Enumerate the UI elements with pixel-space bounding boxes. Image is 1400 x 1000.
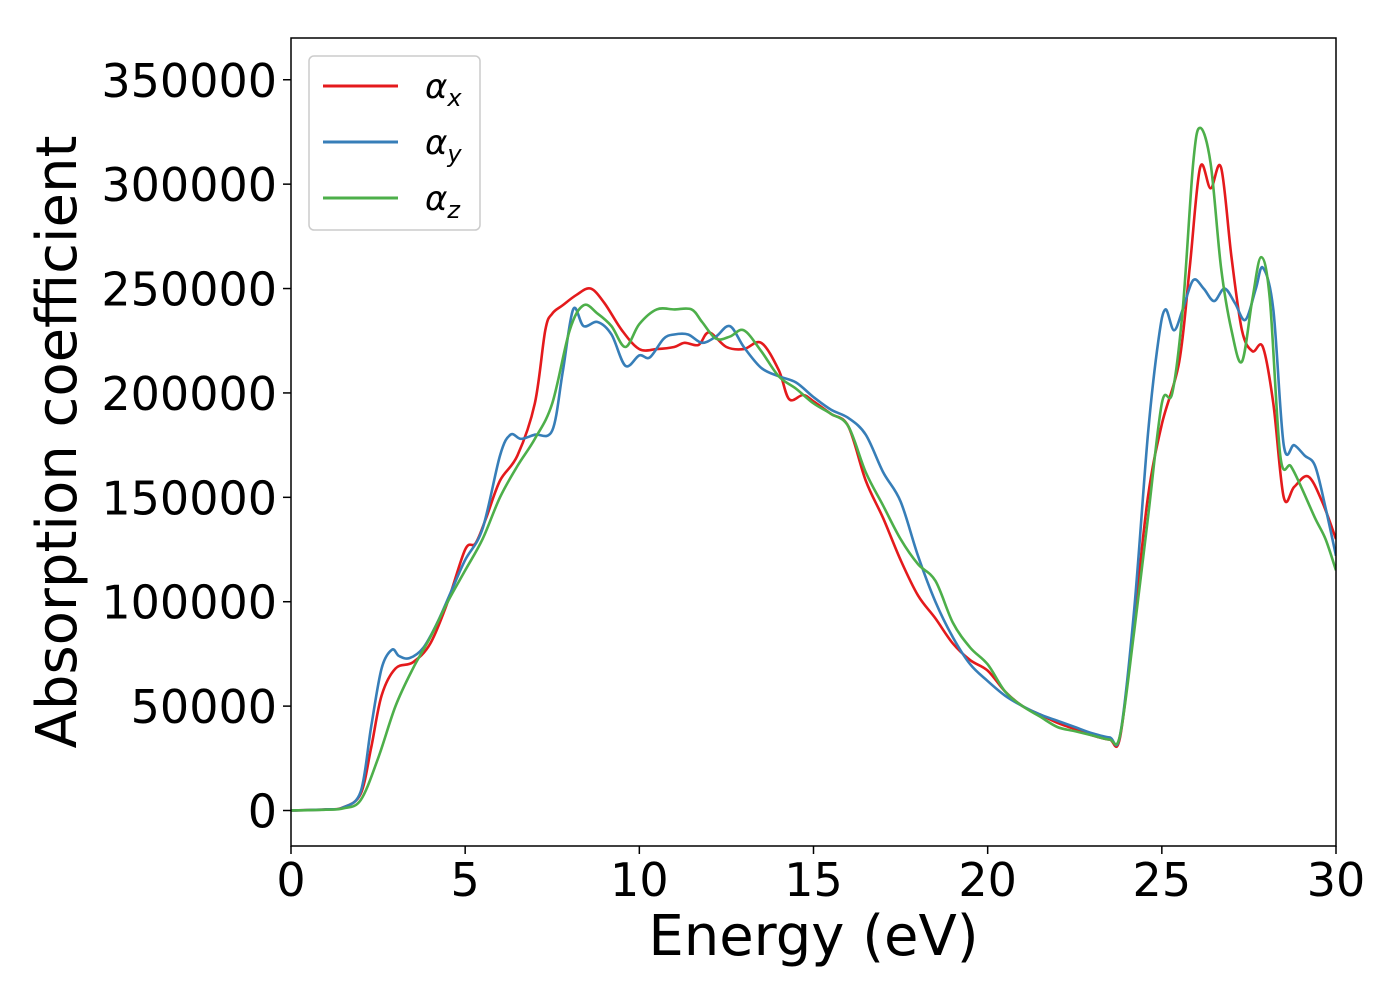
x-tick-label: 10: [610, 853, 669, 907]
y-tick-label: 300000: [101, 158, 277, 212]
x-axis-ticks: 0 5 10 15 20 25 30: [276, 846, 1365, 907]
legend: αx αy αz: [308, 55, 481, 231]
y-tick-label: 100000: [101, 576, 277, 630]
x-tick-label: 5: [451, 853, 480, 907]
legend-label-y: αy: [425, 123, 462, 168]
series-line-x: [291, 163, 1336, 812]
y-tick-label: 350000: [101, 54, 277, 108]
x-tick-label: 30: [1307, 853, 1366, 907]
series-line-y: [291, 265, 1336, 812]
x-tick-label: 15: [784, 853, 843, 907]
y-tick-label: 200000: [101, 367, 277, 421]
y-tick-label: 50000: [131, 680, 277, 734]
x-tick-label: 25: [1133, 853, 1192, 907]
y-axis-ticks: 0 50000 100000 150000 200000 250000 300000 3500…: [101, 54, 291, 839]
series-layer: [291, 126, 1336, 812]
y-axis-title: Absorption coefficient: [25, 136, 90, 749]
x-axis-title: Energy (eV): [648, 904, 978, 969]
x-tick-label: 20: [958, 853, 1017, 907]
legend-label-x: αx: [425, 67, 462, 112]
legend-label-z: αz: [425, 179, 461, 224]
series-line-z: [291, 126, 1336, 812]
x-tick-label: 0: [276, 853, 305, 907]
y-tick-label: 150000: [101, 471, 277, 525]
y-tick-label: 250000: [101, 263, 277, 317]
y-tick-label: 0: [248, 785, 277, 839]
